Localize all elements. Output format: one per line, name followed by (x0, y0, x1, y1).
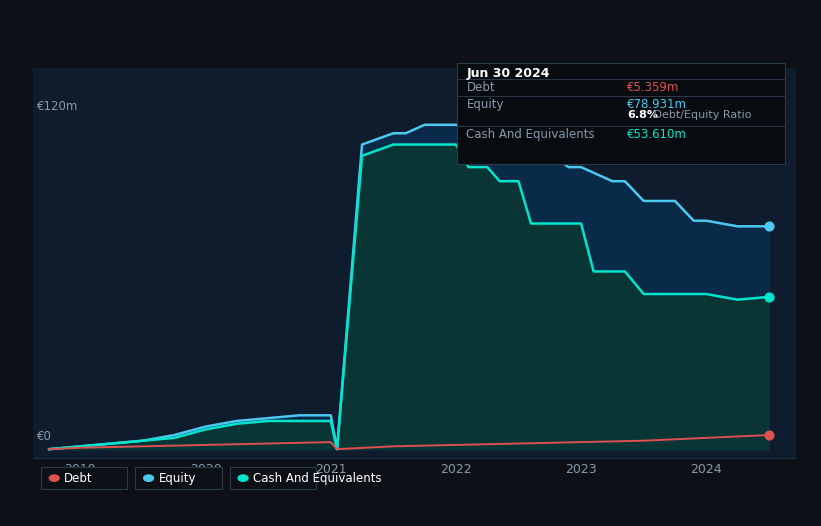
Text: €78.931m: €78.931m (627, 98, 687, 111)
Point (762, 292, 775, 301)
Text: €0: €0 (37, 430, 52, 443)
Text: Debt/Equity Ratio: Debt/Equity Ratio (650, 110, 752, 120)
Text: Equity: Equity (158, 472, 196, 484)
Text: €53.610m: €53.610m (627, 128, 687, 141)
Text: Cash And Equivalents: Cash And Equivalents (466, 128, 595, 141)
Point (762, 431, 775, 439)
Text: Debt: Debt (64, 472, 93, 484)
Text: Jun 30 2024: Jun 30 2024 (466, 67, 550, 80)
Text: Equity: Equity (466, 98, 504, 111)
Text: €5.359m: €5.359m (627, 81, 680, 94)
Text: €120m: €120m (37, 99, 78, 113)
Text: Debt: Debt (466, 81, 495, 94)
Point (762, 222, 775, 230)
Text: Cash And Equivalents: Cash And Equivalents (253, 472, 382, 484)
Text: 6.8%: 6.8% (627, 110, 658, 120)
